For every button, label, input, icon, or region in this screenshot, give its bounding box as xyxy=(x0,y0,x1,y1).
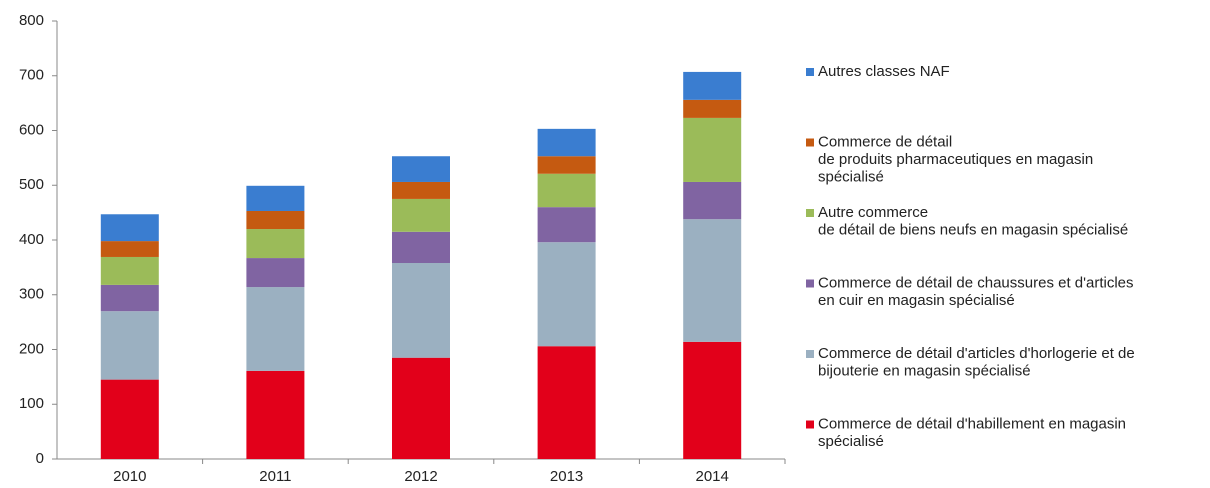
bar-segment xyxy=(683,99,742,118)
bar-segment xyxy=(100,256,159,285)
legend-label: Commerce de détail d'habillement en maga… xyxy=(818,415,1126,450)
x-tick-label: 2011 xyxy=(259,468,291,485)
bar-segment xyxy=(100,311,159,380)
bar-segment xyxy=(246,370,305,459)
bar-segment xyxy=(392,198,450,232)
bar-segment xyxy=(537,207,596,243)
x-tick-label: 2010 xyxy=(113,468,146,485)
bar-segment xyxy=(537,128,596,157)
legend-swatch xyxy=(806,209,814,217)
bar-segment xyxy=(392,156,450,182)
bar-segment xyxy=(537,156,596,174)
bar-segment xyxy=(100,214,159,242)
bar-segment xyxy=(392,231,450,263)
legend-swatch xyxy=(806,279,814,288)
legend-swatch xyxy=(806,350,814,358)
bar-segment xyxy=(246,287,305,371)
bar-segment xyxy=(683,219,742,342)
bar-segment xyxy=(683,71,742,100)
bar-segment xyxy=(246,185,305,211)
legend-label: Autres classes NAF xyxy=(818,63,950,80)
y-tick-label: 400 xyxy=(19,231,44,248)
y-tick-label: 0 xyxy=(36,450,44,467)
legend-label: Autre commerce de détail de biens neufs e… xyxy=(818,204,1128,239)
bar-segment xyxy=(683,181,742,220)
bar-segment xyxy=(392,181,450,199)
bar-segment xyxy=(537,173,596,208)
legend-swatch xyxy=(806,68,814,76)
bar-segment xyxy=(683,117,742,182)
bar-segment xyxy=(537,346,596,459)
y-tick-label: 800 xyxy=(19,12,44,29)
y-tick-label: 500 xyxy=(19,176,44,193)
x-tick-label: 2013 xyxy=(550,468,583,485)
bar-segment xyxy=(246,258,305,288)
y-tick-label: 200 xyxy=(19,340,44,357)
x-tick-label: 2014 xyxy=(696,468,729,485)
y-tick-label: 100 xyxy=(19,395,44,412)
legend-swatch xyxy=(806,138,814,147)
bar-segment xyxy=(392,357,450,459)
legend-swatch xyxy=(806,420,814,429)
legend-label: Commerce de détail d'articles d'horloger… xyxy=(818,345,1135,380)
legend-label: Commerce de détail de chaussures et d'ar… xyxy=(818,274,1134,309)
bar-segment xyxy=(100,379,159,459)
bar-segment xyxy=(537,242,596,347)
bar-segment xyxy=(246,210,305,230)
y-tick-label: 600 xyxy=(19,121,44,138)
bar-segment xyxy=(683,341,742,459)
legend-label: Commerce de détail de produits pharmaceut… xyxy=(818,133,1093,185)
y-tick-label: 700 xyxy=(19,67,44,84)
bar-segment xyxy=(100,241,159,257)
bar-segment xyxy=(246,229,305,259)
y-tick-label: 300 xyxy=(19,286,44,303)
bar-segment xyxy=(392,262,450,358)
x-tick-label: 2012 xyxy=(404,468,437,485)
bar-segment xyxy=(100,284,159,312)
